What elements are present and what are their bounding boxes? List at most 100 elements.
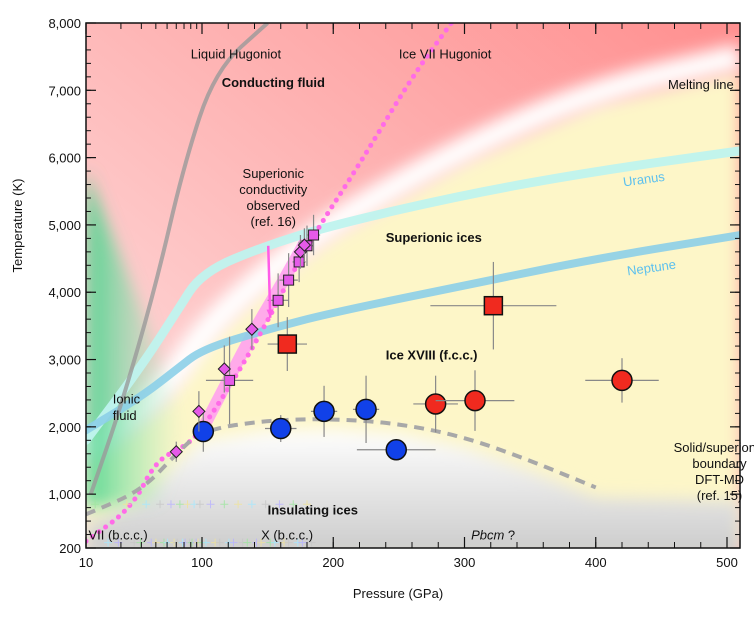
- faint-data-cross: [104, 538, 113, 547]
- faint-data-cross: [275, 500, 284, 509]
- annotation-line: conductivity: [239, 182, 307, 197]
- y-tick-label: 6,000: [48, 151, 81, 166]
- faint-data-cross: [243, 538, 252, 547]
- faint-data-cross: [229, 538, 238, 547]
- circle-marker: [192, 420, 215, 443]
- data-point: [413, 375, 458, 433]
- data-point: [356, 438, 436, 461]
- data-point: [265, 415, 297, 442]
- square-marker: [224, 374, 236, 386]
- faint-data-cross: [175, 500, 184, 509]
- data-point: [310, 385, 338, 437]
- annotation-label: Liquid Hugoniot: [191, 47, 282, 62]
- region-label: X (b.c.c.): [261, 527, 313, 542]
- circle-marker: [313, 400, 335, 423]
- faint-data-cross: [234, 500, 243, 509]
- axes-layer: 10 100 200 300 400 500 200 1,000 2,000 3,000 4,000…: [10, 16, 741, 601]
- annotation-line: observed: [247, 198, 300, 213]
- diamond-marker: [297, 238, 312, 252]
- faint-data-cross: [91, 500, 100, 509]
- y-tick-label: 2,000: [48, 420, 81, 435]
- faint-data-cross: [298, 538, 307, 547]
- points-layer: [169, 214, 659, 462]
- diamond-marker: [192, 404, 206, 419]
- data-point: [217, 345, 232, 393]
- faint-data-cross: [307, 538, 316, 547]
- region-label: Ice XVIII (f.c.c.): [386, 348, 478, 363]
- faint-data-cross: [142, 500, 151, 509]
- square-marker: [277, 334, 298, 354]
- uranus-label: Uranus: [622, 169, 666, 190]
- region-label: fluid: [113, 408, 137, 423]
- liquid-hugoniot-curve: [88, 23, 269, 495]
- x-tick-label: 10: [79, 555, 93, 570]
- plot-background: [86, 23, 740, 548]
- annotation-line: Superionic: [243, 166, 305, 181]
- circle-marker: [270, 417, 292, 440]
- plot-frame: [85, 22, 741, 549]
- region-label: Pbcm ?: [471, 527, 515, 542]
- faint-data-cross: [247, 500, 256, 509]
- region-label-rest: ?: [504, 527, 515, 542]
- square-marker: [293, 256, 305, 268]
- neptune-label: Neptune: [626, 257, 677, 279]
- faint-data-cross: [270, 538, 279, 547]
- y-tick-label: 4,000: [48, 285, 81, 300]
- annotation-line: (ref. 15): [697, 488, 743, 503]
- annotation-arrow: [267, 245, 272, 318]
- faint-data-cross: [257, 538, 266, 547]
- circle-marker: [464, 389, 486, 412]
- faint-data-cross: [261, 500, 270, 509]
- square-marker: [483, 295, 504, 316]
- y-tick-label: 5,000: [48, 218, 81, 233]
- x-tick-label: 500: [716, 555, 738, 570]
- faint-data-cross: [166, 500, 175, 509]
- x-tick-label: 300: [454, 555, 476, 570]
- circle-marker: [611, 369, 633, 392]
- circle-marker: [424, 393, 447, 415]
- x-axis-title: Pressure (GPa): [353, 586, 443, 601]
- superionic-region: [86, 70, 740, 548]
- faint-data-cross: [122, 500, 131, 509]
- faint-data-cross: [215, 538, 224, 547]
- faint-data-cross: [156, 500, 165, 509]
- insulating-region: [86, 428, 740, 548]
- region-label: Superionic ices: [386, 230, 482, 245]
- ice-vii-hugoniot-curve: [86, 23, 454, 544]
- data-point: [192, 391, 206, 432]
- annotation-line: DFT-MD: [695, 472, 744, 487]
- data-point: [267, 273, 289, 328]
- square-marker: [272, 294, 284, 306]
- y-tick-label: 3,000: [48, 353, 81, 368]
- x-tick-label: 100: [191, 555, 213, 570]
- region-label: Conducting fluid: [222, 75, 325, 90]
- labels-layer: Conducting fluid Superionic ices Ice XVIII…: [88, 47, 754, 543]
- annotation-line: Solid/superionic: [674, 440, 754, 455]
- neptune-curve: [86, 231, 740, 435]
- y-tick-label: 1,000: [48, 487, 81, 502]
- y-tick-label: 200: [59, 541, 81, 556]
- faint-data-cross: [284, 538, 293, 547]
- faint-data-cross: [201, 538, 210, 547]
- faint-data-cross: [206, 500, 215, 509]
- region-label: Ionic: [113, 391, 141, 406]
- faint-data-cross: [195, 500, 204, 509]
- square-marker: [308, 229, 320, 241]
- y-tick-label: 7,000: [48, 83, 81, 98]
- data-point: [585, 358, 659, 403]
- faint-data-cross: [136, 538, 145, 547]
- diamond-marker: [245, 322, 259, 336]
- annotation-line: (ref. 16): [250, 214, 296, 229]
- data-point: [307, 214, 321, 256]
- x-tick-label: 400: [585, 555, 607, 570]
- uranus-curve: [86, 146, 740, 445]
- data-point: [267, 317, 307, 371]
- data-point: [245, 309, 259, 350]
- region-label: VII (b.c.c.): [88, 527, 147, 542]
- data-point: [430, 261, 557, 350]
- data-point: [279, 253, 298, 308]
- diamond-marker: [217, 362, 232, 376]
- faint-data-cross: [289, 500, 298, 509]
- y-tick-label: 8,000: [48, 16, 81, 31]
